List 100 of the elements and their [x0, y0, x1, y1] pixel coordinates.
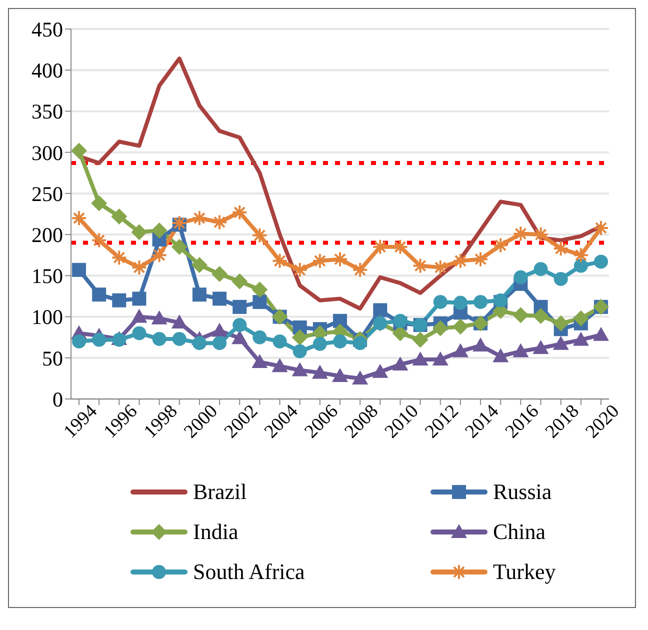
point: [452, 252, 468, 269]
point: [191, 256, 208, 273]
y-tick-label: 0: [52, 387, 63, 412]
point: [252, 282, 268, 298]
y-tick-label: 150: [32, 264, 63, 288]
point: [514, 270, 528, 284]
point: [492, 237, 509, 254]
point: [192, 288, 206, 302]
point: [432, 320, 448, 336]
point: [552, 315, 569, 332]
point: [512, 307, 529, 324]
point: [91, 232, 108, 248]
point: [292, 362, 308, 376]
point: [433, 294, 448, 309]
point: [453, 296, 468, 310]
point: [332, 368, 348, 382]
point: [232, 300, 247, 314]
point: [392, 356, 408, 370]
legend-label: Turkey: [493, 559, 556, 585]
point: [132, 326, 146, 340]
point: [92, 288, 106, 302]
y-tick-label: 450: [32, 17, 63, 42]
point: [593, 326, 609, 341]
point: [272, 358, 288, 372]
point: [353, 336, 368, 350]
point: [72, 334, 86, 348]
legend-label: Brazil: [193, 479, 247, 505]
legend-label: India: [193, 519, 238, 545]
y-tick-label: 350: [32, 100, 63, 124]
point: [232, 330, 248, 344]
point: [212, 336, 227, 350]
point: [474, 294, 488, 309]
point: [212, 292, 227, 306]
point: [232, 318, 247, 332]
point: [532, 340, 549, 354]
point: [452, 343, 468, 358]
point: [532, 308, 549, 324]
point: [111, 208, 128, 224]
point: [572, 332, 589, 346]
point: [131, 224, 148, 240]
point: [171, 314, 188, 329]
point: [151, 222, 168, 238]
point: [452, 318, 468, 335]
point: [151, 310, 168, 324]
point: [232, 204, 248, 220]
point: [572, 247, 589, 264]
point: [152, 332, 166, 346]
point: [71, 142, 87, 159]
point: [472, 251, 489, 268]
point: [373, 303, 388, 318]
point: [292, 329, 308, 346]
point: [131, 308, 148, 323]
point: [232, 273, 248, 290]
point: [574, 258, 588, 273]
point: [332, 251, 348, 268]
point: [112, 293, 126, 308]
point: [572, 310, 589, 326]
point: [151, 247, 168, 264]
point: [192, 336, 206, 350]
legend-label: South Africa: [193, 559, 305, 585]
y-tick-label: 50: [42, 346, 63, 370]
point: [393, 314, 408, 328]
y-tick-label: 300: [32, 140, 63, 165]
point: [252, 294, 267, 309]
y-tick-label: 400: [32, 58, 63, 83]
point: [252, 330, 267, 344]
point: [191, 210, 208, 226]
legend-label: China: [493, 519, 546, 545]
point: [111, 250, 128, 266]
point: [312, 252, 328, 269]
y-tick-label: 200: [32, 223, 63, 248]
point: [171, 238, 188, 255]
point: [92, 332, 106, 347]
point: [412, 352, 428, 366]
point: [272, 334, 287, 348]
point: [252, 227, 268, 244]
point: [212, 214, 228, 230]
point: [272, 252, 288, 269]
point: [352, 370, 368, 384]
y-tick-label: 250: [32, 182, 63, 206]
point: [432, 352, 448, 366]
point: [212, 266, 228, 282]
point: [292, 344, 307, 358]
point: [534, 262, 548, 276]
point: [132, 292, 146, 306]
point: [594, 254, 608, 269]
point: [372, 364, 388, 378]
point: [333, 314, 347, 328]
point: [412, 332, 428, 348]
legend-label: Russia: [493, 479, 552, 505]
y-tick-label: 100: [32, 305, 63, 330]
point: [252, 354, 268, 368]
point: [72, 262, 86, 277]
point: [512, 343, 529, 358]
point: [593, 220, 609, 236]
point: [492, 348, 509, 362]
point: [91, 195, 108, 212]
point: [352, 262, 368, 278]
point: [172, 332, 186, 346]
point: [312, 336, 327, 351]
